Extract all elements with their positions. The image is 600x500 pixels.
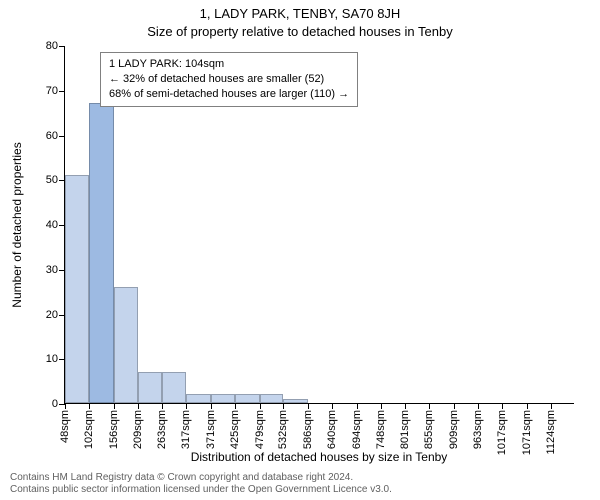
footer-attribution: Contains HM Land Registry data © Crown c…	[10, 472, 392, 496]
x-tick	[551, 403, 552, 409]
x-tick-label: 694sqm	[351, 410, 363, 449]
x-tick-label: 156sqm	[108, 410, 120, 449]
x-tick	[502, 403, 503, 409]
x-tick	[381, 403, 382, 409]
x-tick	[138, 403, 139, 409]
x-tick-label: 479sqm	[254, 410, 266, 449]
x-tick	[162, 403, 163, 409]
x-tick	[429, 403, 430, 409]
footer-line-2: Contains public sector information licen…	[10, 484, 392, 496]
x-tick-label: 48sqm	[59, 410, 71, 443]
x-tick	[478, 403, 479, 409]
y-tick	[59, 136, 65, 137]
x-tick-label: 855sqm	[423, 410, 435, 449]
histogram-bar	[283, 399, 307, 403]
histogram-bar-subject	[89, 103, 113, 403]
x-tick-label: 263sqm	[156, 410, 168, 449]
x-tick	[211, 403, 212, 409]
x-tick	[65, 403, 66, 409]
histogram-bar	[138, 372, 162, 403]
x-tick	[405, 403, 406, 409]
x-tick-label: 209sqm	[132, 410, 144, 449]
x-tick	[186, 403, 187, 409]
x-tick-label: 801sqm	[399, 410, 411, 449]
histogram-bar	[186, 394, 210, 403]
x-tick-label: 1017sqm	[496, 410, 508, 455]
y-tick-label: 0	[18, 398, 58, 410]
x-tick-label: 317sqm	[180, 410, 192, 449]
x-tick-label: 1071sqm	[521, 410, 533, 455]
x-tick	[114, 403, 115, 409]
footer-line-1: Contains HM Land Registry data © Crown c…	[10, 472, 392, 484]
x-tick	[332, 403, 333, 409]
x-tick-label: 640sqm	[326, 410, 338, 449]
x-tick-label: 425sqm	[229, 410, 241, 449]
y-tick-label: 20	[18, 309, 58, 321]
x-tick	[527, 403, 528, 409]
y-tick-label: 60	[18, 130, 58, 142]
histogram-bar	[65, 175, 89, 403]
y-tick-label: 10	[18, 353, 58, 365]
histogram-bar	[235, 394, 259, 403]
x-tick-label: 102sqm	[83, 410, 95, 449]
y-tick	[59, 46, 65, 47]
y-tick-label: 40	[18, 219, 58, 231]
x-tick	[260, 403, 261, 409]
x-axis-label: Distribution of detached houses by size …	[64, 450, 574, 464]
histogram-bar	[114, 287, 138, 403]
x-tick-label: 1124sqm	[545, 410, 557, 454]
x-tick-label: 586sqm	[302, 410, 314, 449]
x-tick-label: 371sqm	[205, 410, 217, 449]
y-tick-label: 80	[18, 40, 58, 52]
page-title: 1, LADY PARK, TENBY, SA70 8JH	[0, 6, 600, 21]
y-tick-label: 50	[18, 174, 58, 186]
y-tick-label: 30	[18, 264, 58, 276]
x-tick-label: 748sqm	[375, 410, 387, 449]
annotation-line-2: ← 32% of detached houses are smaller (52…	[109, 72, 349, 87]
x-tick	[89, 403, 90, 409]
x-tick	[454, 403, 455, 409]
histogram-bar	[260, 394, 284, 403]
x-tick-label: 909sqm	[448, 410, 460, 449]
x-tick	[235, 403, 236, 409]
histogram-bar	[211, 394, 235, 403]
x-tick	[308, 403, 309, 409]
page-subtitle: Size of property relative to detached ho…	[0, 24, 600, 39]
annotation-line-3: 68% of semi-detached houses are larger (…	[109, 87, 349, 102]
y-tick-label: 70	[18, 85, 58, 97]
x-tick-label: 532sqm	[277, 410, 289, 449]
histogram-bar	[162, 372, 186, 403]
x-tick	[357, 403, 358, 409]
y-tick	[59, 91, 65, 92]
annotation-box: 1 LADY PARK: 104sqm ← 32% of detached ho…	[100, 52, 358, 107]
x-tick	[283, 403, 284, 409]
x-tick-label: 963sqm	[472, 410, 484, 449]
annotation-line-1: 1 LADY PARK: 104sqm	[109, 57, 349, 72]
